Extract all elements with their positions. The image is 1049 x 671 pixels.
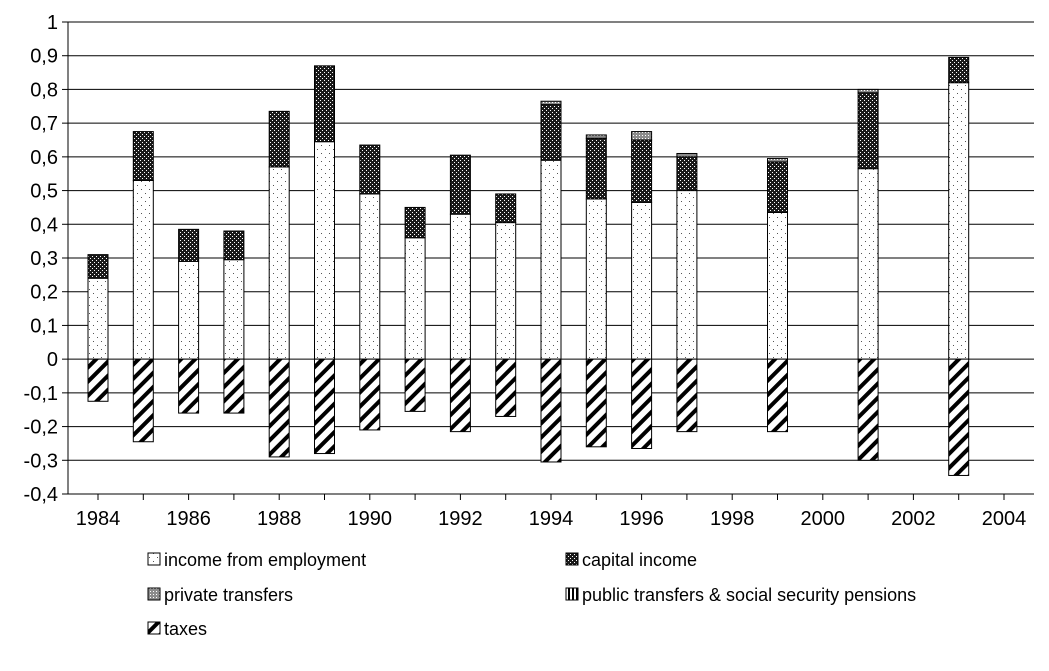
x-tick-label: 1988 bbox=[257, 508, 302, 530]
legend-label: taxes bbox=[164, 619, 207, 639]
bar-segment bbox=[631, 131, 653, 141]
x-tick-label: 2004 bbox=[982, 508, 1027, 530]
axes: 1 0,9 0,8 0,7 0,6 0,5 0,4 0,3 0,2 0,1 0 -0,1 -0,2 -0,… bbox=[24, 12, 1034, 530]
y-tick-label: 0,4 bbox=[30, 214, 58, 236]
bar-segment bbox=[948, 82, 970, 360]
legend-label: capital income bbox=[582, 550, 697, 570]
y-tick-label: 1 bbox=[47, 12, 58, 34]
bar-segment bbox=[359, 144, 381, 195]
bar-segment bbox=[495, 222, 517, 360]
legend-swatch bbox=[147, 587, 161, 601]
bar-segment bbox=[268, 358, 290, 458]
y-tick-label: -0,1 bbox=[24, 383, 58, 405]
y-tick-label: 0,5 bbox=[30, 181, 58, 203]
y-tick-label: 0,6 bbox=[30, 147, 58, 169]
bar-segment bbox=[314, 358, 335, 455]
bar-segment bbox=[314, 65, 335, 143]
bar-segment bbox=[449, 213, 471, 360]
bar-segment bbox=[178, 228, 200, 262]
bar-segment bbox=[314, 141, 335, 360]
bar-segment bbox=[540, 100, 562, 106]
bar-segment bbox=[404, 206, 426, 239]
bar-segment bbox=[585, 134, 607, 139]
bar-segment bbox=[767, 211, 788, 360]
legend-swatch bbox=[565, 587, 579, 601]
x-tick-label: 1992 bbox=[438, 508, 483, 530]
y-tick-label: -0,2 bbox=[24, 417, 58, 439]
legend-label: private transfers bbox=[164, 585, 293, 605]
bar-segment bbox=[268, 166, 290, 360]
bar-segment bbox=[540, 159, 562, 360]
bar-segment bbox=[767, 161, 788, 213]
bar-segment bbox=[359, 193, 381, 360]
legend-label: public transfers & social security pensi… bbox=[582, 585, 916, 605]
bar-segment bbox=[449, 154, 471, 215]
bar-segment bbox=[767, 358, 788, 433]
bar-segment bbox=[857, 92, 879, 170]
bar-segment bbox=[495, 193, 517, 224]
y-tick-label: 0 bbox=[47, 349, 58, 371]
bar-segment bbox=[631, 358, 653, 449]
bar-segment bbox=[948, 56, 970, 84]
y-tick-label: -0,3 bbox=[24, 450, 58, 472]
bar-segment bbox=[223, 259, 245, 360]
bar-segment bbox=[585, 198, 607, 360]
bar-segment bbox=[857, 88, 879, 94]
bar-segment bbox=[132, 179, 154, 360]
x-tick-label: 1984 bbox=[76, 508, 121, 530]
x-tick-label: 2000 bbox=[801, 508, 846, 530]
bar-segment bbox=[767, 158, 788, 163]
x-tick-label: 1998 bbox=[710, 508, 755, 530]
y-tick-label: -0,4 bbox=[24, 484, 58, 506]
bar-segment bbox=[449, 358, 471, 433]
bar-segment bbox=[948, 358, 970, 476]
legend-swatch bbox=[147, 552, 161, 566]
bars bbox=[87, 56, 970, 476]
bar-segment bbox=[178, 260, 200, 360]
bar-segment bbox=[87, 254, 109, 279]
bar-segment bbox=[540, 104, 562, 161]
bar-segment bbox=[268, 110, 290, 168]
bar-segment bbox=[132, 131, 154, 181]
legend: income from employment capital income priv… bbox=[147, 550, 916, 639]
bar-segment bbox=[585, 358, 607, 448]
bar-segment bbox=[857, 358, 879, 461]
bar-segment bbox=[676, 190, 698, 360]
x-tick-label: 2002 bbox=[891, 508, 936, 530]
bar-segment bbox=[359, 358, 381, 431]
bar-segment bbox=[404, 358, 426, 412]
legend-label: income from employment bbox=[164, 550, 366, 570]
y-tick-label: 0,3 bbox=[30, 248, 58, 270]
y-tick-label: 0,8 bbox=[30, 79, 58, 101]
bar-segment bbox=[540, 358, 562, 463]
y-tick-label: 0,7 bbox=[30, 113, 58, 135]
bar-segment bbox=[857, 168, 879, 360]
bar-segment bbox=[223, 358, 245, 414]
bar-segment bbox=[404, 237, 426, 360]
y-tick-label: 0,2 bbox=[30, 282, 58, 304]
bar-segment bbox=[676, 152, 698, 158]
x-tick-label: 1990 bbox=[348, 508, 393, 530]
legend-swatch bbox=[147, 621, 161, 635]
y-tick-label: 0,9 bbox=[30, 46, 58, 68]
bar-segment bbox=[676, 156, 698, 192]
bar-segment bbox=[676, 358, 698, 433]
y-tick-label: 0,1 bbox=[30, 315, 58, 337]
bar-segment bbox=[132, 358, 154, 443]
bar-segment bbox=[631, 139, 653, 203]
legend-swatch bbox=[565, 552, 579, 566]
x-tick-label: 1986 bbox=[166, 508, 211, 530]
x-tick-label: 1994 bbox=[529, 508, 574, 530]
bar-segment bbox=[178, 358, 200, 414]
bar-segment bbox=[631, 201, 653, 360]
bar-segment bbox=[495, 358, 517, 417]
x-tick-label: 1996 bbox=[619, 508, 664, 530]
bar-segment bbox=[585, 137, 607, 200]
bar-segment bbox=[223, 230, 245, 261]
bar-segment bbox=[87, 358, 109, 402]
bar-segment bbox=[87, 277, 109, 360]
